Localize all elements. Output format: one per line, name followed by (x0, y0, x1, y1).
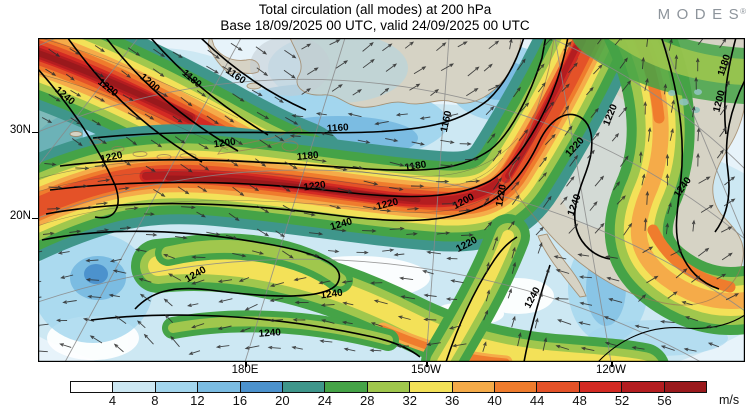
map-canvas: 1240 1220 1200 1180 1160 1220 1200 1160 1160 1180… (38, 38, 745, 362)
lat-label: 30N (9, 124, 31, 136)
colorbar-tick-label: 28 (360, 393, 375, 408)
colorbar-segment (451, 382, 495, 392)
axis-tick (611, 362, 613, 367)
colorbar-tick-label: 56 (657, 393, 672, 408)
colorbar-segment (621, 382, 664, 392)
colorbar-segment (71, 382, 113, 392)
modes-logo: MODES® (657, 6, 746, 23)
colorbar-tick-label: 36 (444, 393, 460, 408)
contour-label: 1220 (303, 179, 327, 193)
colorbar-tick-label: 32 (402, 393, 417, 408)
colorbar-tick-label: 52 (614, 393, 630, 408)
colorbar-tick-label: 20 (275, 393, 290, 408)
contour-label: 1220 (375, 196, 400, 212)
axis-tick (32, 131, 38, 133)
graticule (38, 38, 745, 362)
contour-label: 1240 (320, 287, 344, 301)
colorbar-segment (282, 382, 325, 392)
colorbar-segment (578, 382, 622, 392)
chart-title: Total circulation (all modes) at 200 hPa (258, 2, 492, 17)
lon-label: 180E (231, 364, 259, 376)
contour-label: 1240 (258, 327, 281, 340)
colorbar-segment (494, 382, 537, 392)
contour-label: 1220 (494, 183, 509, 207)
contour-label: 1200 (213, 136, 237, 150)
lon-label: 150W (410, 364, 442, 376)
colorbar-tick-label: 40 (487, 393, 502, 408)
axis-tick (245, 362, 247, 367)
colorbar-tick-label: 12 (190, 393, 205, 408)
contour-label: 1180 (404, 159, 428, 174)
contour-label: 1160 (327, 122, 350, 135)
great-lakes (668, 89, 702, 113)
colorbar-segment (154, 382, 198, 392)
colorbar (70, 381, 707, 393)
lon-label: 120W (595, 364, 627, 376)
colorbar-tick-label: 44 (529, 393, 545, 408)
streamlines (38, 38, 579, 227)
colorbar-segment (324, 382, 367, 392)
colorbar-tick-label: 8 (151, 393, 159, 408)
colorbar-tick-label: 4 (108, 393, 117, 408)
wind-arrows (38, 38, 740, 355)
axis-tick (32, 217, 38, 219)
colorbar-unit: m/s (719, 393, 740, 407)
axis-tick (426, 362, 428, 367)
colorbar-segment (409, 382, 452, 392)
colorbar-segment (366, 382, 410, 392)
lat-label: 20N (9, 210, 31, 222)
colorbar-tick-label: 48 (572, 393, 587, 408)
colorbar-tick-label: 16 (232, 393, 248, 408)
colorbar-segment (536, 382, 579, 392)
colorbar-segment (239, 382, 283, 392)
chart-subtitle: Base 18/09/2025 00 UTC, valid 24/09/2025… (220, 18, 530, 33)
contour-label: 1180 (296, 150, 319, 163)
contour-label: 1220 (99, 150, 123, 165)
colorbar-segment (197, 382, 240, 392)
map-frame (38, 38, 745, 362)
colorbar-tick-label: 24 (317, 393, 333, 408)
colorbar-segment (663, 382, 707, 392)
registered-mark-icon: ® (740, 7, 746, 16)
colorbar-segment (112, 382, 155, 392)
